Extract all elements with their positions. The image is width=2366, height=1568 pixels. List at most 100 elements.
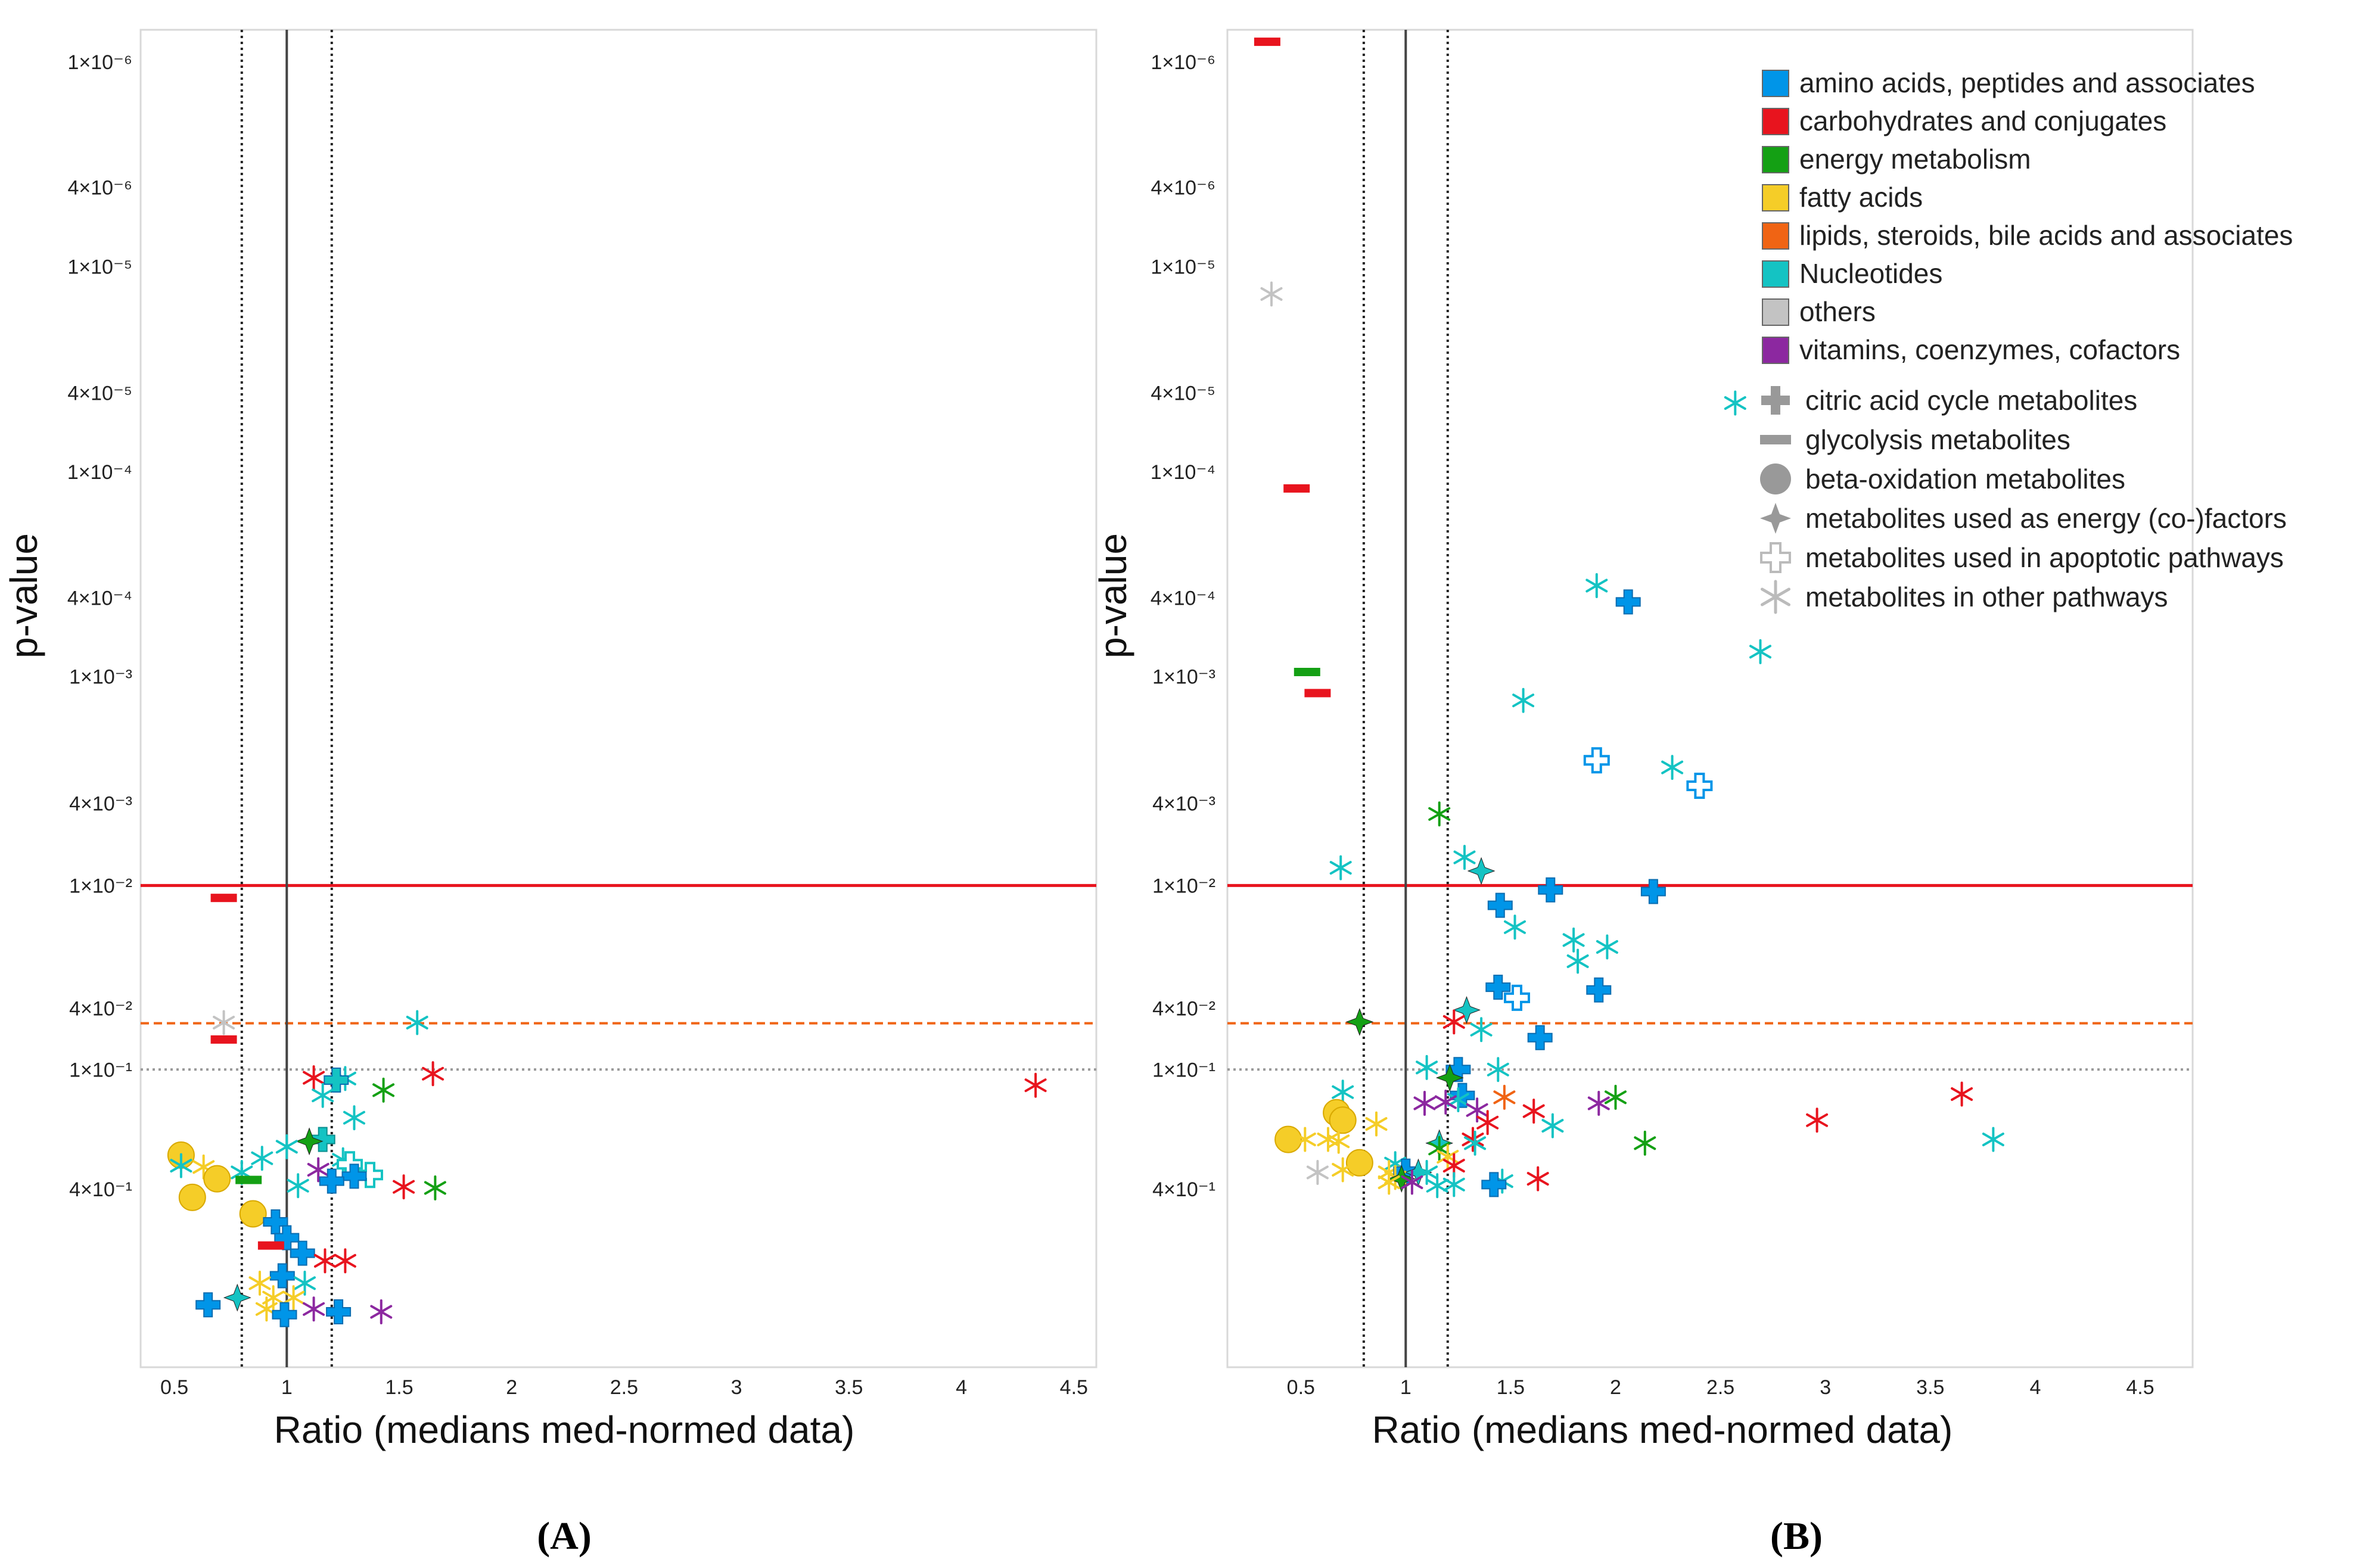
panel-a-plot: 1×10⁻⁶ 4×10⁻⁶ 1×10⁻⁵ 4×10⁻⁵ 1×10⁻⁴ 4×10⁻⁴ 1×10…: [2, 29, 1097, 1558]
legend-asterisk-icon: [1761, 587, 1790, 606]
legend-swatch: [1762, 70, 1789, 97]
x-tick-label: 0.5: [160, 1376, 188, 1399]
data-point: [1327, 1128, 1350, 1154]
data-point: [1487, 1057, 1509, 1082]
y-tick-label: 1×10⁻⁶: [67, 51, 132, 74]
data-point: [1585, 573, 1608, 598]
y-tick-label: 1×10⁻¹: [69, 1059, 132, 1081]
data-point: [1634, 1130, 1656, 1156]
data-point: [1329, 855, 1352, 881]
data-point: [1481, 1172, 1507, 1197]
data-point: [1260, 281, 1283, 307]
data-point: [1982, 1127, 2004, 1152]
data-point: [1527, 1025, 1553, 1050]
panel-a-xlabel: Ratio (medians med-normed data): [274, 1408, 855, 1451]
legend-swatch: [1762, 222, 1789, 250]
legend-swatch: [1762, 260, 1789, 288]
data-point: [213, 1010, 235, 1035]
data-point: [424, 1175, 446, 1200]
data-point: [1487, 892, 1513, 918]
y-tick-label: 1×10⁻⁵: [67, 256, 132, 279]
x-tick-label: 2.5: [610, 1376, 638, 1399]
legend-diamond-star-icon: [1760, 503, 1791, 534]
y-tick-label: 4×10⁻²: [69, 998, 132, 1021]
legend-swatch: [1762, 146, 1789, 173]
data-point: [1345, 1149, 1373, 1177]
data-point: [1434, 1090, 1457, 1115]
data-point: [1470, 1017, 1493, 1043]
data-point: [1442, 1009, 1465, 1035]
data-point: [1724, 390, 1746, 416]
panel-b-ylabel: p-value: [1092, 533, 1134, 658]
legend-minus-icon: [1760, 435, 1791, 444]
y-tick-label: 1×10⁻⁶: [1151, 51, 1215, 74]
data-point: [1378, 1169, 1400, 1195]
y-tick-label: 4×10⁻⁴: [1151, 587, 1215, 609]
data-point: [372, 1077, 395, 1103]
data-point: [287, 1173, 309, 1199]
data-point: [1586, 977, 1612, 1003]
data-point: [343, 1105, 365, 1131]
x-tick-label: 0.5: [1287, 1376, 1315, 1399]
legend-open-plus-icon: [1760, 542, 1791, 573]
data-point: [1401, 1169, 1423, 1195]
data-point: [170, 1153, 192, 1178]
x-tick-label: 1: [1400, 1376, 1411, 1399]
data-point: [1024, 1072, 1047, 1098]
legend-swatch: [1762, 184, 1789, 211]
x-tick-label: 2: [1610, 1376, 1621, 1399]
y-tick-label: 1×10⁻⁴: [67, 461, 132, 484]
panel-b-xlabel: Ratio (medians med-normed data): [1372, 1408, 1953, 1451]
data-point: [1332, 1157, 1354, 1183]
data-point: [1467, 857, 1496, 885]
data-point: [1453, 995, 1481, 1024]
data-point: [1749, 639, 1771, 664]
x-tick-label: 4: [956, 1376, 967, 1399]
data-point: [1428, 1135, 1451, 1161]
panel-b-plot: 1×10⁻⁶ 4×10⁻⁶ 1×10⁻⁵ 4×10⁻⁵ 1×10⁻⁴ 4×10⁻⁴ 1×10…: [1092, 29, 2194, 1558]
legend-label: metabolites used as energy (co-)factors: [1805, 503, 2287, 534]
legend-label: amino acids, peptides and associates: [1799, 67, 2255, 98]
legend-label: metabolites used in apoptotic pathways: [1805, 542, 2284, 573]
data-point: [1413, 1091, 1436, 1116]
data-point: [178, 1183, 206, 1211]
data-point: [324, 1068, 349, 1093]
data-point: [422, 1061, 444, 1087]
data-point: [248, 1270, 271, 1296]
data-point: [406, 1010, 428, 1035]
x-tick-label: 3: [731, 1376, 742, 1399]
data-point: [307, 1157, 329, 1183]
legend-label: fatty acids: [1799, 182, 1923, 213]
legend-label: vitamins, coenzymes, cofactors: [1799, 334, 2180, 365]
data-point: [1329, 1106, 1357, 1134]
data-point: [334, 1248, 356, 1274]
y-tick-label: 4×10⁻⁵: [1151, 382, 1215, 405]
y-tick-label: 4×10⁻¹: [1152, 1178, 1215, 1201]
data-point: [1428, 801, 1451, 827]
panel-b-label: (B): [1770, 1514, 1823, 1558]
data-point: [1387, 1165, 1416, 1193]
data-point: [1435, 1063, 1464, 1092]
data-point: [1686, 773, 1713, 799]
data-point: [1416, 1054, 1438, 1080]
data-point: [1345, 1007, 1374, 1036]
data-point: [370, 1299, 393, 1324]
data-point: [1605, 1084, 1627, 1110]
data-point: [1304, 689, 1331, 698]
data-point: [1596, 934, 1618, 960]
data-point: [393, 1174, 415, 1200]
data-point: [1476, 1110, 1499, 1135]
data-point: [203, 1165, 231, 1193]
data-point: [1485, 975, 1511, 1000]
y-tick-label: 1×10⁻²: [69, 875, 132, 897]
data-point: [251, 1146, 273, 1171]
data-point: [1538, 877, 1563, 903]
data-point: [1283, 484, 1310, 493]
data-point: [319, 1168, 344, 1194]
data-point: [1450, 1082, 1475, 1108]
legend-label: others: [1799, 296, 1876, 327]
x-tick-label: 3: [1820, 1376, 1831, 1399]
data-point: [326, 1299, 352, 1324]
y-tick-label: 4×10⁻⁵: [67, 382, 132, 405]
data-point: [1504, 914, 1526, 940]
